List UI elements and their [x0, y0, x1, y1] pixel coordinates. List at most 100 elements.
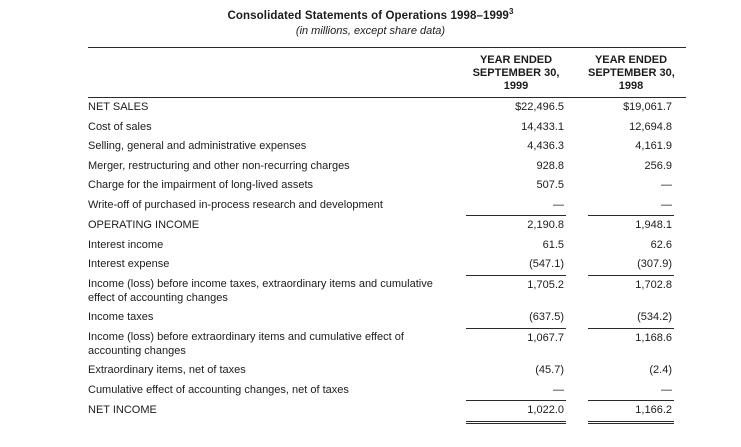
row-end — [674, 275, 686, 308]
column-gap — [566, 118, 588, 138]
row-end — [674, 236, 686, 256]
header-line: 1998 — [618, 80, 644, 92]
page-subtitle: (in millions, except share data) — [295, 25, 446, 37]
row-end — [674, 118, 686, 138]
statement-table: YEAR ENDED SEPTEMBER 30, 1999 YEAR ENDED… — [88, 47, 686, 424]
column-header-1999: YEAR ENDED SEPTEMBER 30, 1999 — [466, 47, 566, 98]
value-1998: $19,061.7 — [623, 101, 672, 113]
row-end — [674, 401, 686, 423]
table-row: Income taxes (637.5) (534.2) — [88, 308, 686, 329]
table-row: Selling, general and administrative expe… — [88, 137, 686, 157]
table-row: Cost of sales 14,433.1 12,694.8 — [88, 118, 686, 138]
value-1998: — — [588, 380, 674, 401]
value-1999: (637.5) — [466, 308, 566, 329]
table-row: Income (loss) before income taxes, extra… — [88, 275, 686, 308]
value-1998: 12,694.8 — [629, 120, 672, 133]
row-end — [674, 308, 686, 328]
value-1999: 928.8 — [536, 159, 564, 172]
value-1999: 2,190.8 — [527, 219, 564, 231]
value-1999: 4,436.3 — [527, 140, 564, 152]
row-label: Selling, general and administrative expe… — [88, 140, 307, 152]
value-1998: 1,166.2 — [588, 400, 674, 424]
row-label: OPERATING INCOME — [88, 218, 200, 231]
row-label: Merger, restructuring and other non-recu… — [88, 159, 350, 172]
column-gap — [566, 401, 588, 423]
row-end — [674, 328, 686, 361]
statement-rows: NET SALES $22,496.5 $19,061.7 Cost of sales… — [88, 98, 686, 424]
value-1999: 1,705.2 — [527, 278, 564, 291]
column-gap — [566, 308, 588, 328]
value-1999: 14,433.1 — [521, 120, 564, 133]
table-row: Cumulative effect of accounting changes,… — [88, 380, 686, 401]
value-1998: — — [588, 195, 674, 216]
value-1999: 1,022.0 — [466, 400, 566, 424]
value-1998: (534.2) — [588, 308, 674, 329]
value-1998: 1,702.8 — [635, 278, 672, 291]
value-1998: 1,168.6 — [635, 331, 672, 344]
table-row: Income (loss) before extraordinary items… — [88, 328, 686, 361]
header-end — [674, 47, 686, 98]
title-footnote-marker: 3 — [508, 7, 514, 17]
table-row: NET SALES $22,496.5 $19,061.7 — [88, 98, 686, 118]
column-gap — [566, 381, 588, 401]
row-end — [674, 216, 686, 236]
row-end — [674, 98, 686, 118]
value-1998: (2.4) — [649, 364, 672, 376]
value-1999: 1,067.7 — [527, 331, 564, 344]
table-row: NET INCOME 1,022.0 1,166.2 — [88, 400, 686, 424]
table-row: Charge for the impairment of long-lived … — [88, 176, 686, 196]
row-label: Charge for the impairment of long-lived … — [88, 179, 313, 191]
value-1998: (307.9) — [588, 255, 674, 276]
header-line: SEPTEMBER 30, — [472, 67, 560, 79]
row-end — [674, 255, 686, 275]
value-1999: $22,496.5 — [515, 101, 564, 113]
row-label: Interest income — [88, 238, 164, 251]
column-gap — [566, 255, 588, 275]
row-label: NET SALES — [88, 101, 149, 113]
table-row: Interest income 61.5 62.6 — [88, 236, 686, 256]
row-end — [674, 157, 686, 177]
value-1998: 4,161.9 — [635, 140, 672, 152]
column-gap — [566, 275, 588, 308]
value-1998: 62.6 — [650, 238, 672, 251]
row-label: Interest expense — [88, 258, 170, 270]
value-1999: (547.1) — [466, 255, 566, 276]
column-gap — [566, 216, 588, 236]
row-label: Cost of sales — [88, 120, 152, 133]
column-gap — [566, 157, 588, 177]
value-1999: — — [466, 195, 566, 216]
value-1999: 61.5 — [542, 238, 564, 251]
header-line: 1999 — [503, 80, 529, 92]
header-row: YEAR ENDED SEPTEMBER 30, 1999 YEAR ENDED… — [88, 47, 686, 98]
header-spacer — [88, 47, 466, 98]
column-gap — [566, 176, 588, 196]
row-end — [674, 176, 686, 196]
header-line: YEAR ENDED — [594, 54, 668, 66]
page-title: Consolidated Statements of Operations 19… — [0, 7, 741, 23]
column-header-1998: YEAR ENDED SEPTEMBER 30, 1998 — [588, 47, 675, 98]
value-1999: 507.5 — [536, 179, 564, 191]
value-1999: (45.7) — [535, 364, 564, 376]
row-label: Cumulative effect of accounting changes,… — [88, 383, 349, 396]
row-label: Write-off of purchased in-process resear… — [88, 198, 383, 211]
row-label: Income (loss) before extraordinary items… — [88, 331, 404, 357]
column-gap — [566, 361, 588, 381]
row-end — [674, 137, 686, 157]
header-line: YEAR ENDED — [479, 54, 553, 66]
value-1998: — — [661, 179, 672, 191]
row-end — [674, 361, 686, 381]
column-gap — [566, 196, 588, 216]
value-1999: — — [466, 380, 566, 401]
value-1998: 1,948.1 — [635, 219, 672, 231]
row-label: Income (loss) before income taxes, extra… — [88, 278, 433, 304]
title-text: Consolidated Statements of Operations 19… — [227, 10, 509, 22]
table-row: Write-off of purchased in-process resear… — [88, 195, 686, 216]
row-end — [674, 196, 686, 216]
column-gap — [566, 328, 588, 361]
column-gap — [566, 137, 588, 157]
column-gap — [566, 236, 588, 256]
row-end — [674, 381, 686, 401]
table-row: Interest expense (547.1) (307.9) — [88, 255, 686, 276]
row-label: Extraordinary items, net of taxes — [88, 364, 246, 376]
